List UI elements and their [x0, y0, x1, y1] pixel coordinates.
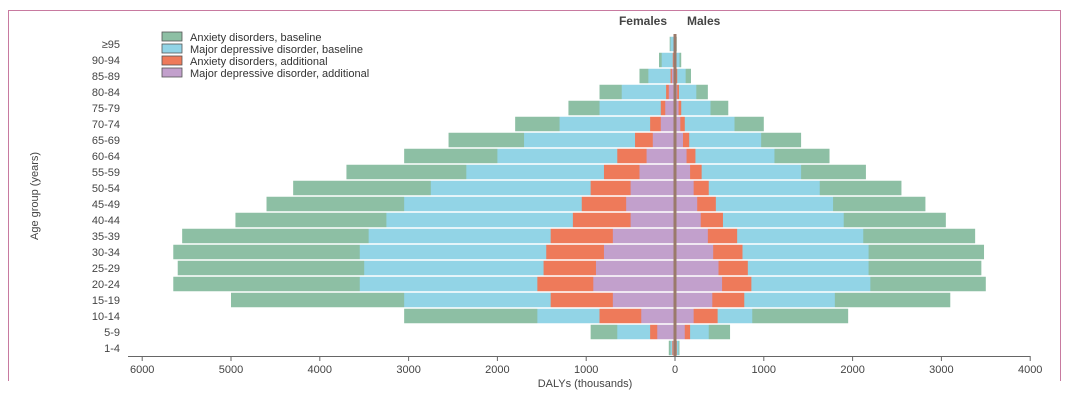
bar-male-s1-75-79	[675, 100, 711, 116]
x-tick-label: 2000	[485, 364, 509, 376]
x-tick-label: 5000	[219, 364, 243, 376]
bar-female-s3-45-49	[626, 196, 675, 212]
y-tick-label: 25-29	[92, 263, 120, 275]
bar-female-s3-75-79	[665, 100, 675, 116]
legend-label: Anxiety disorders, additional	[190, 56, 328, 68]
bar-male-s3-5-9	[675, 324, 685, 340]
bar-female-s3-20-24	[593, 276, 675, 292]
x-axis: 6000 5000 4000 3000 2000 1000 0 1000 2000 3000 400…	[128, 356, 1042, 376]
bar-female-s3-50-54	[630, 180, 675, 196]
y-tick-label: 20-24	[92, 279, 120, 291]
bar-male-s3-55-59	[675, 164, 691, 180]
bar-female-s3-5-9	[657, 324, 675, 340]
x-tick-label: 3000	[396, 364, 420, 376]
y-tick-label: 65-69	[92, 135, 120, 147]
bar-female-s1-≥95	[670, 36, 675, 52]
bar-male-s3-60-64	[675, 148, 687, 164]
y-tick-label: 80-84	[92, 87, 120, 99]
x-tick-label: 2000	[840, 364, 864, 376]
bar-female-s3-10-14	[641, 308, 675, 324]
bar-female-s3-40-44	[630, 212, 675, 228]
bar-male-s1-85-89	[675, 68, 686, 84]
legend-swatch	[161, 31, 183, 42]
legend-swatch	[161, 67, 183, 78]
bar-male-s3-65-69	[675, 132, 683, 148]
y-tick-label: 1-4	[104, 343, 120, 355]
bar-female-s1-85-89	[648, 68, 675, 84]
bar-male-s1-65-69	[675, 132, 762, 148]
bar-female-s3-30-34	[603, 244, 675, 260]
bar-female-s1-70-74	[559, 116, 675, 132]
bar-female-s3-25-29	[595, 260, 675, 276]
bar-male-s3-25-29	[675, 260, 719, 276]
y-tick-label: 5-9	[104, 327, 120, 339]
x-tick-label: 4000	[1018, 364, 1042, 376]
bar-male-s3-75-79	[675, 100, 679, 116]
bar-male-s1-80-84	[675, 84, 697, 100]
legend-swatch	[161, 55, 183, 66]
x-tick-label: 1000	[574, 364, 598, 376]
x-tick-label: 4000	[308, 364, 332, 376]
x-axis-title: DALYs (thousands)	[538, 378, 633, 390]
y-tick-label: 50-54	[92, 183, 120, 195]
legend-label: Anxiety disorders, baseline	[190, 32, 321, 44]
bar-male-s3-70-74	[675, 116, 681, 132]
bar-female-s3-65-69	[652, 132, 675, 148]
bar-male-s1-60-64	[675, 148, 775, 164]
x-tick-label: 3000	[929, 364, 953, 376]
bars-group	[142, 35, 1031, 357]
bar-female-s1-80-84	[621, 84, 675, 100]
x-tick-label: 1000	[752, 364, 776, 376]
y-tick-label: 55-59	[92, 167, 120, 179]
y-tick-label: 75-79	[92, 103, 120, 115]
bar-female-s3-15-19	[612, 292, 675, 308]
y-tick-label: 30-34	[92, 247, 120, 259]
y-tick-label: 60-64	[92, 151, 120, 163]
bar-male-s1-90-94	[675, 52, 680, 68]
bar-male-s3-15-19	[675, 292, 713, 308]
bar-male-s3-30-34	[675, 244, 714, 260]
bar-female-s3-70-74	[660, 116, 675, 132]
y-tick-label: 45-49	[92, 199, 120, 211]
y-tick-label: 40-44	[92, 215, 120, 227]
bar-male-s1-50-54	[675, 180, 820, 196]
bar-male-s3-10-14	[675, 308, 694, 324]
males-label: Males	[687, 14, 721, 28]
bar-female-s3-55-59	[639, 164, 675, 180]
y-tick-label: 90-94	[92, 55, 120, 67]
y-tick-labels: 1-4 5-9 10-14 15-19 20-24 25-29 30-34 35-39 40-4…	[92, 39, 120, 355]
y-tick-label: 70-74	[92, 119, 120, 131]
bar-male-s1-70-74	[675, 116, 735, 132]
y-tick-label: 85-89	[92, 71, 120, 83]
bar-female-s3-60-64	[646, 148, 675, 164]
y-axis-title: Age group (years)	[29, 152, 41, 240]
bar-male-s3-50-54	[675, 180, 694, 196]
bar-female-s1-75-79	[599, 100, 675, 116]
females-label: Females	[619, 14, 667, 28]
y-tick-label: 35-39	[92, 231, 120, 243]
y-tick-label: 10-14	[92, 311, 120, 323]
bar-female-s3-35-39	[612, 228, 675, 244]
bar-male-s3-40-44	[675, 212, 701, 228]
legend-label: Major depressive disorder, baseline	[190, 44, 363, 56]
legend-swatch	[161, 43, 183, 54]
bar-female-s3-85-89	[671, 68, 675, 84]
bar-male-s3-45-49	[675, 196, 698, 212]
chart-frame	[8, 10, 1061, 381]
bar-male-s3-35-39	[675, 228, 708, 244]
x-tick-label: 0	[672, 364, 678, 376]
x-tick-label: 6000	[130, 364, 154, 376]
y-tick-label: 15-19	[92, 295, 120, 307]
bar-female-s3-80-84	[668, 84, 675, 100]
bar-male-s3-20-24	[675, 276, 723, 292]
y-tick-label: ≥95	[102, 39, 120, 51]
legend-label: Major depressive disorder, additional	[190, 68, 369, 80]
bar-male-s1-55-59	[675, 164, 802, 180]
bar-female-s1-90-94	[661, 52, 675, 68]
